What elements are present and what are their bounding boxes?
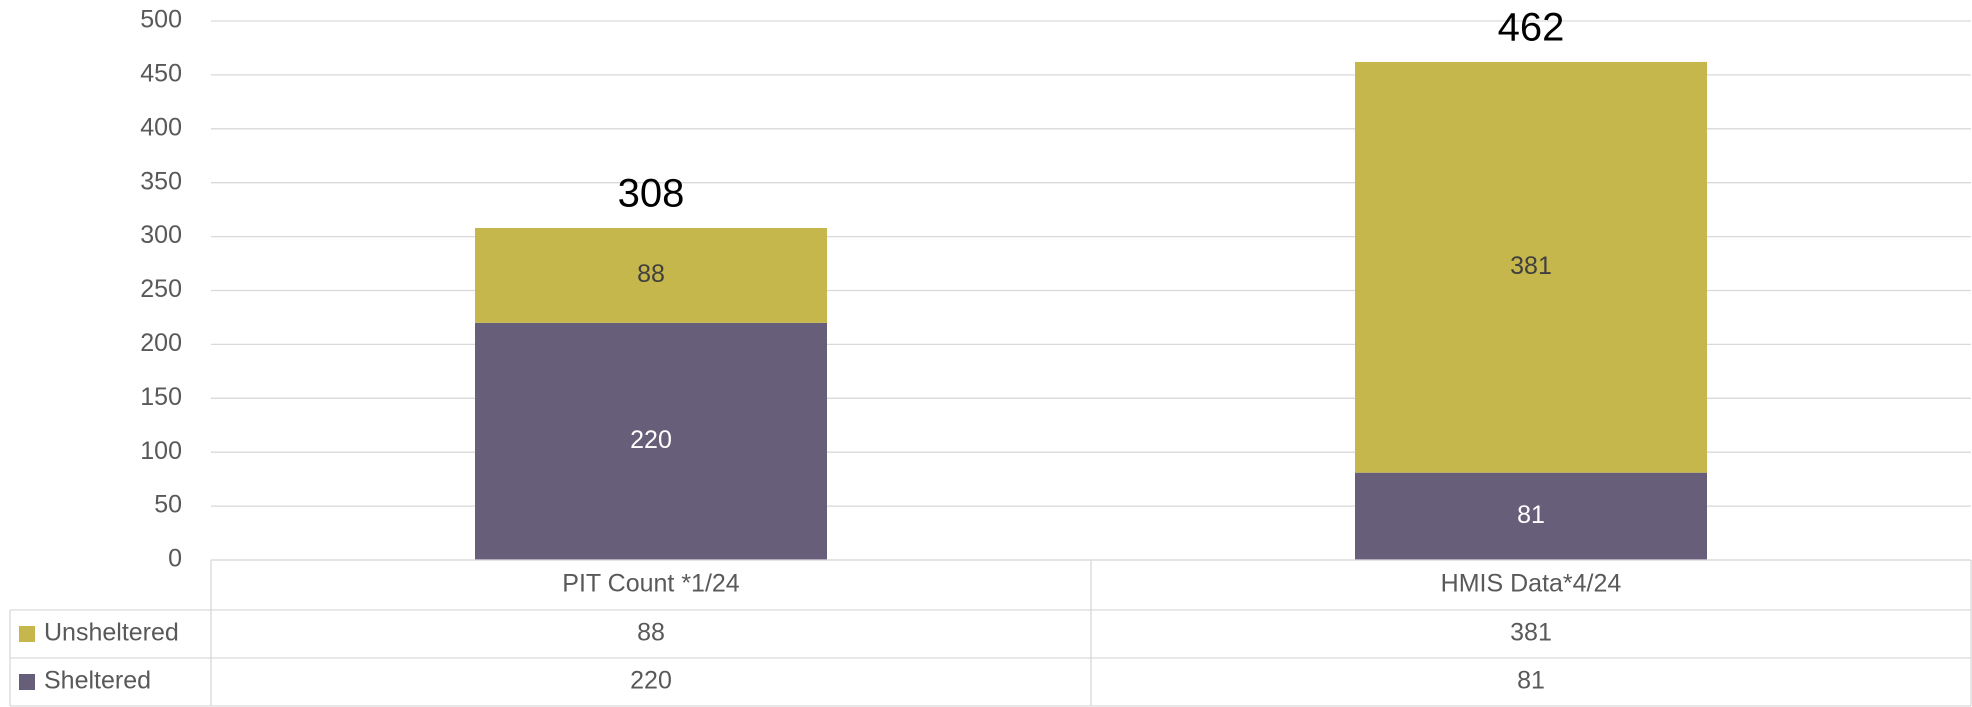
legend-label: Unsheltered: [44, 619, 179, 647]
legend-swatch: [19, 626, 35, 642]
y-tick-label: 250: [140, 275, 182, 303]
x-tick-label: HMIS Data*4/24: [1441, 570, 1622, 598]
bar-label: 381: [1510, 252, 1552, 280]
bar-segment: [475, 322, 827, 560]
bar-label: 220: [630, 426, 672, 454]
y-tick-label: 150: [140, 383, 182, 411]
table-value: 381: [1510, 619, 1552, 647]
table-value: 88: [637, 619, 665, 647]
bar-label: 81: [1517, 501, 1545, 529]
total-label: 308: [618, 172, 685, 216]
table-value: 220: [630, 667, 672, 695]
y-tick-label: 50: [154, 491, 182, 519]
x-tick-label: PIT Count *1/24: [562, 570, 740, 598]
legend-label: Sheltered: [44, 667, 151, 695]
y-tick-label: 350: [140, 167, 182, 195]
bar-segment: [1355, 61, 1707, 473]
y-tick-label: 0: [168, 545, 182, 573]
y-tick-label: 100: [140, 437, 182, 465]
bar-label: 88: [637, 260, 665, 288]
bar-segment: [475, 227, 827, 323]
y-tick-label: 300: [140, 221, 182, 249]
total-label: 462: [1498, 6, 1565, 50]
bar-segment: [1355, 472, 1707, 560]
legend-swatch: [19, 674, 35, 690]
table-value: 81: [1517, 667, 1545, 695]
y-tick-label: 400: [140, 113, 182, 141]
y-tick-label: 500: [140, 6, 182, 34]
y-tick-label: 200: [140, 329, 182, 357]
y-tick-label: 450: [140, 60, 182, 88]
